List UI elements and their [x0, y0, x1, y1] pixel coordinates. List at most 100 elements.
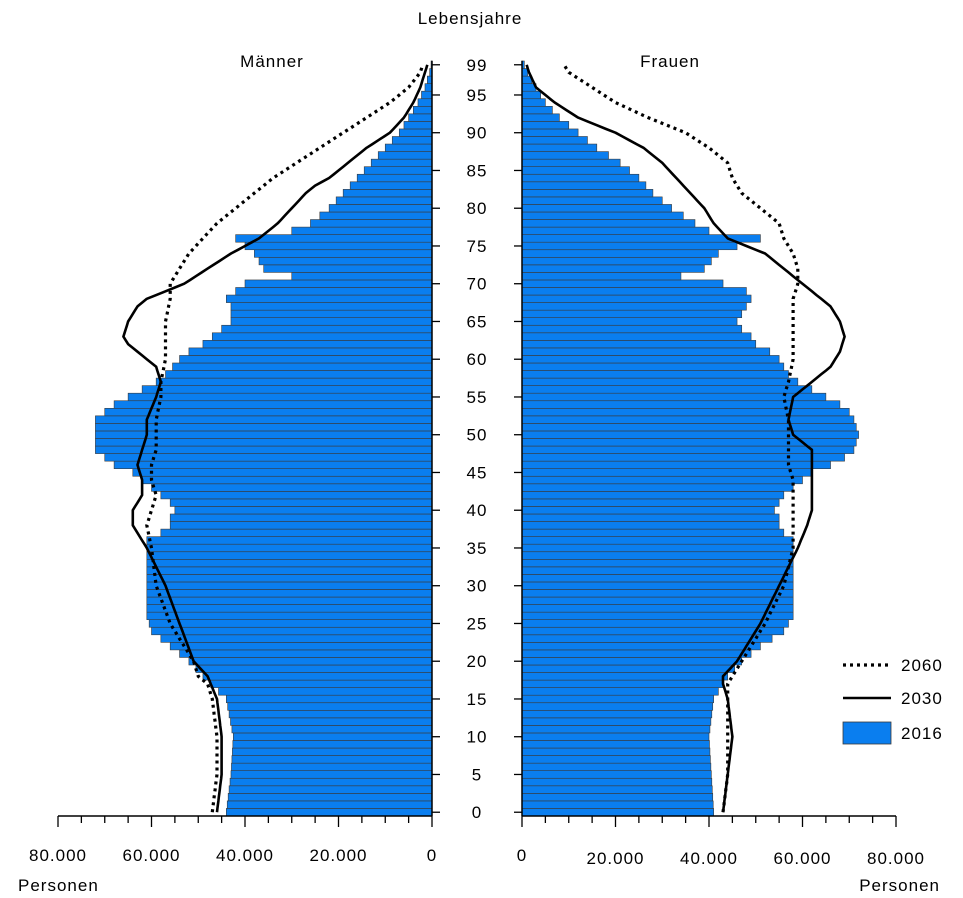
bar-male-age-63: [211, 332, 433, 341]
male-bars-2016: [95, 60, 433, 817]
bar-female-age-60: [521, 355, 780, 364]
bar-female-age-89: [521, 136, 588, 145]
x-tick-label-right: 20.000: [587, 849, 645, 868]
bar-female-age-15: [521, 694, 714, 704]
bar-male-age-96: [424, 83, 433, 92]
bar-female-age-83: [521, 181, 647, 190]
bar-female-age-47: [521, 453, 845, 462]
bar-female-age-75: [521, 241, 738, 251]
bar-female-age-22: [521, 642, 761, 651]
bar-male-age-82: [342, 189, 433, 198]
bar-male-age-4: [229, 777, 433, 787]
bar-female-age-36: [521, 536, 794, 545]
bar-male-age-95: [421, 90, 433, 100]
bar-male-age-69: [235, 287, 433, 296]
bar-male-age-27: [146, 604, 433, 613]
bar-male-age-33: [146, 558, 433, 568]
bar-male-age-90: [398, 128, 433, 137]
bar-male-age-41: [169, 498, 433, 507]
bar-female-age-7: [521, 755, 711, 764]
bar-male-age-92: [408, 113, 433, 122]
bar-female-age-86: [521, 158, 621, 167]
bar-male-age-81: [335, 196, 433, 205]
y-tick-label: 90: [467, 124, 488, 143]
x-tick-label-left: 0: [427, 846, 437, 865]
bar-female-age-70: [521, 279, 724, 288]
bar-male-age-17: [210, 679, 433, 688]
bar-male-age-86: [370, 158, 433, 167]
bar-male-age-1: [226, 800, 433, 809]
bar-female-age-4: [521, 777, 713, 787]
bar-female-age-45: [521, 468, 813, 477]
bar-male-age-35: [146, 543, 433, 553]
y-tick-label: 55: [467, 388, 488, 407]
y-tick-label: 30: [467, 577, 488, 596]
bar-male-age-31: [146, 574, 433, 583]
bar-female-age-28: [521, 596, 794, 605]
bar-female-age-13: [521, 709, 713, 719]
bar-female-age-14: [521, 702, 714, 711]
y-tick-label: 35: [467, 539, 488, 558]
bar-male-age-75: [244, 241, 433, 251]
bar-male-age-22: [169, 642, 433, 651]
bar-female-age-90: [521, 128, 579, 137]
bar-male-age-14: [227, 702, 433, 711]
bar-male-age-85: [363, 166, 433, 175]
bar-female-age-71: [521, 272, 682, 281]
bar-male-age-64: [221, 324, 433, 334]
bar-female-age-94: [521, 98, 546, 107]
axes: 80.000 60.000 40.000 20.000 0 0 20.000 40.000 60…: [29, 56, 924, 868]
bar-female-age-52: [521, 415, 855, 424]
x-axis-title-left: Personen: [18, 876, 99, 895]
bar-male-age-88: [384, 143, 433, 152]
bar-male-age-58: [165, 370, 433, 379]
bar-male-age-28: [146, 596, 433, 605]
bar-female-age-44: [521, 475, 803, 485]
bar-male-age-6: [231, 762, 433, 771]
y-tick-label: 40: [467, 501, 488, 520]
y-tick-label: 50: [467, 426, 488, 445]
female-bars-2016: [521, 60, 859, 817]
bar-female-age-5: [521, 770, 712, 779]
y-tick-label: 95: [467, 86, 488, 105]
bar-male-age-89: [391, 136, 433, 145]
bar-female-age-56: [521, 385, 813, 394]
bar-female-age-18: [521, 672, 728, 681]
bar-male-age-44: [141, 475, 433, 485]
bar-male-age-0: [226, 808, 433, 817]
y-tick-label: 15: [467, 690, 488, 709]
legend-label-2060: 2060: [901, 656, 943, 675]
bar-female-age-27: [521, 604, 794, 613]
bar-female-age-42: [521, 491, 785, 500]
bar-female-age-26: [521, 611, 794, 620]
x-tick-label-right: 40.000: [680, 849, 738, 868]
bar-female-age-79: [521, 211, 684, 220]
bar-male-age-68: [226, 294, 433, 303]
bar-female-age-32: [521, 566, 794, 575]
bar-male-age-5: [230, 770, 433, 779]
x-tick-label-right: 0: [517, 846, 527, 865]
bar-female-age-93: [521, 105, 553, 115]
bar-female-age-73: [521, 256, 712, 266]
bar-male-age-2: [227, 793, 433, 802]
x-tick-label-right: 60.000: [774, 849, 832, 868]
bar-male-age-11: [231, 725, 433, 734]
bar-male-age-18: [202, 672, 433, 681]
bar-female-age-68: [521, 294, 752, 303]
bar-male-age-16: [218, 687, 433, 696]
legend-label-2030: 2030: [901, 689, 943, 708]
bar-male-age-91: [403, 121, 433, 130]
bar-female-age-25: [521, 619, 789, 628]
bar-female-age-81: [521, 196, 663, 205]
bar-male-age-59: [172, 362, 433, 371]
bar-female-age-8: [521, 747, 711, 756]
bar-female-age-39: [521, 513, 780, 522]
bar-male-age-56: [141, 385, 433, 394]
bar-male-age-29: [146, 589, 433, 598]
bar-female-age-69: [521, 287, 747, 296]
bar-male-age-25: [148, 619, 433, 628]
bar-male-age-65: [230, 317, 433, 326]
line-2060-male: [145, 64, 425, 813]
x-tick-label-left: 40.000: [216, 846, 274, 865]
